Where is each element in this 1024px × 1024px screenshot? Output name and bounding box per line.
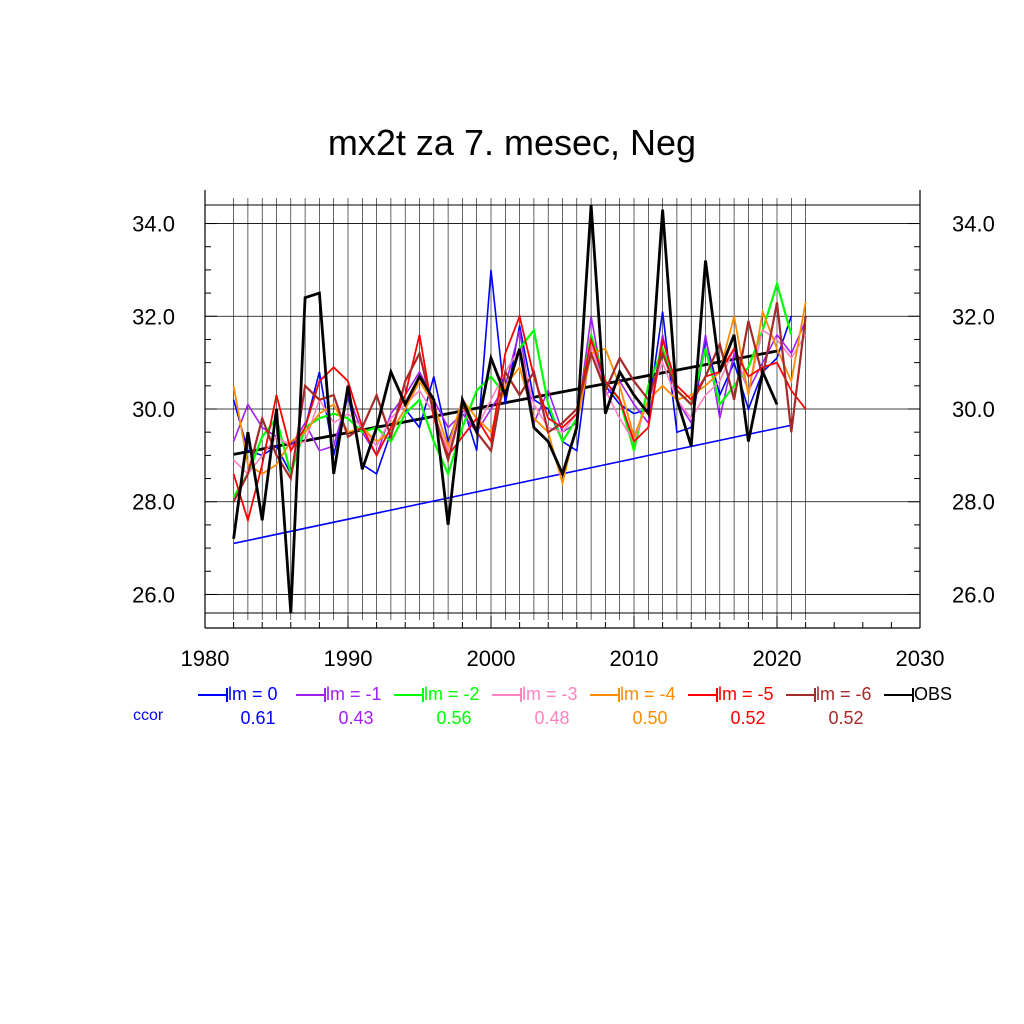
x-tick-label: 2030 [896,646,945,671]
legend-swatch [492,688,522,702]
legend-swatch [198,688,228,702]
x-tick-label: 2020 [753,646,802,671]
legend-label: OBS [914,684,953,704]
legend-ccor-value: 0.52 [730,708,766,728]
legend-swatch [394,688,424,702]
legend-swatch [884,688,914,702]
legend-ccor-value: 0.43 [338,708,374,728]
legend-label: lm = -3 [522,684,578,704]
legend-item: lm = -1 0.43 [296,680,394,730]
series-line-lm-5 [232,313,807,524]
legend-ccor-value: 0.56 [436,708,472,728]
legend-item: lm = -5 0.52 [688,680,786,730]
series-line-obs [232,204,779,614]
y-tick-label-left: 30.0 [132,397,175,422]
legend-ccor-value: 0.48 [534,708,570,728]
x-tick-label: 1980 [181,646,230,671]
legend-swatch [786,688,816,702]
legend-item: lm = -3 0.48 [492,680,590,730]
legend-item: OBS [884,680,982,730]
x-tick-label: 1990 [324,646,373,671]
legend-item: lm = -6 0.52 [786,680,884,730]
y-tick-label-left: 34.0 [132,212,175,237]
y-tick-label-right: 26.0 [952,582,995,607]
legend-item: lm = 0 0.61 [198,680,296,730]
y-tick-label-right: 30.0 [952,397,995,422]
legend: lm = 0 0.61 lm = -1 0.43 lm = -2 0.56 lm = -3 0… [0,680,1024,740]
legend-item: lm = -4 0.50 [590,680,688,730]
y-tick-label-left: 26.0 [132,582,175,607]
y-tick-label-left: 28.0 [132,490,175,515]
y-tick-label-left: 32.0 [132,304,175,329]
legend-item: lm = -2 0.56 [394,680,492,730]
legend-label: lm = -5 [718,684,774,704]
series-line-lm-1 [232,316,807,458]
legend-ccor-value: 0.52 [828,708,864,728]
legend-label: lm = -4 [620,684,676,704]
legend-swatch [296,688,326,702]
legend-label: lm = -1 [326,684,382,704]
y-tick-label-right: 32.0 [952,304,995,329]
legend-ccor-value: 0.50 [632,708,668,728]
legend-label: lm = -2 [424,684,480,704]
legend-label: lm = 0 [228,684,278,704]
chart-title: mx2t za 7. mesec, Neg [327,122,697,163]
legend-label: lm = -6 [816,684,872,704]
legend-ccor-value: 0.61 [240,708,276,728]
y-tick-label-right: 34.0 [952,212,995,237]
trend-line [233,424,792,545]
legend-swatch [688,688,718,702]
ccor-label: ccor [133,707,164,724]
x-tick-label: 2000 [467,646,516,671]
x-tick-label: 2010 [610,646,659,671]
y-tick-label-right: 28.0 [952,490,995,515]
legend-swatch [590,688,620,702]
